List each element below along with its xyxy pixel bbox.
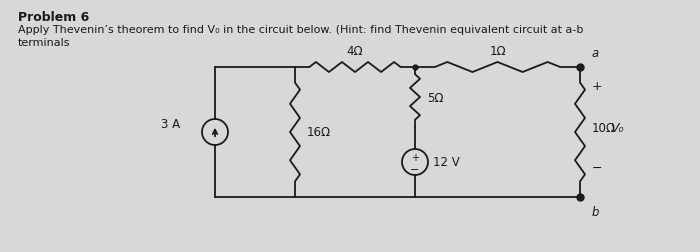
Text: terminals: terminals: [18, 38, 71, 48]
Text: +: +: [592, 79, 603, 92]
Text: b: b: [592, 205, 599, 218]
Text: 16Ω: 16Ω: [307, 126, 331, 139]
Text: 5Ω: 5Ω: [427, 91, 444, 104]
Text: 3 A: 3 A: [161, 118, 180, 131]
Text: −: −: [410, 164, 420, 174]
Text: 12 V: 12 V: [433, 156, 460, 169]
Text: a: a: [592, 47, 599, 60]
Text: Apply Thevenin’s theorem to find V₀ in the circuit below. (Hint: find Thevenin e: Apply Thevenin’s theorem to find V₀ in t…: [18, 25, 583, 35]
Text: −: −: [592, 161, 603, 174]
Text: 10Ω: 10Ω: [592, 121, 616, 134]
Text: V₀: V₀: [610, 121, 624, 134]
Text: 4Ω: 4Ω: [346, 45, 363, 58]
Text: Problem 6: Problem 6: [18, 11, 90, 24]
Text: +: +: [411, 152, 419, 162]
Text: 1Ω: 1Ω: [489, 45, 506, 58]
